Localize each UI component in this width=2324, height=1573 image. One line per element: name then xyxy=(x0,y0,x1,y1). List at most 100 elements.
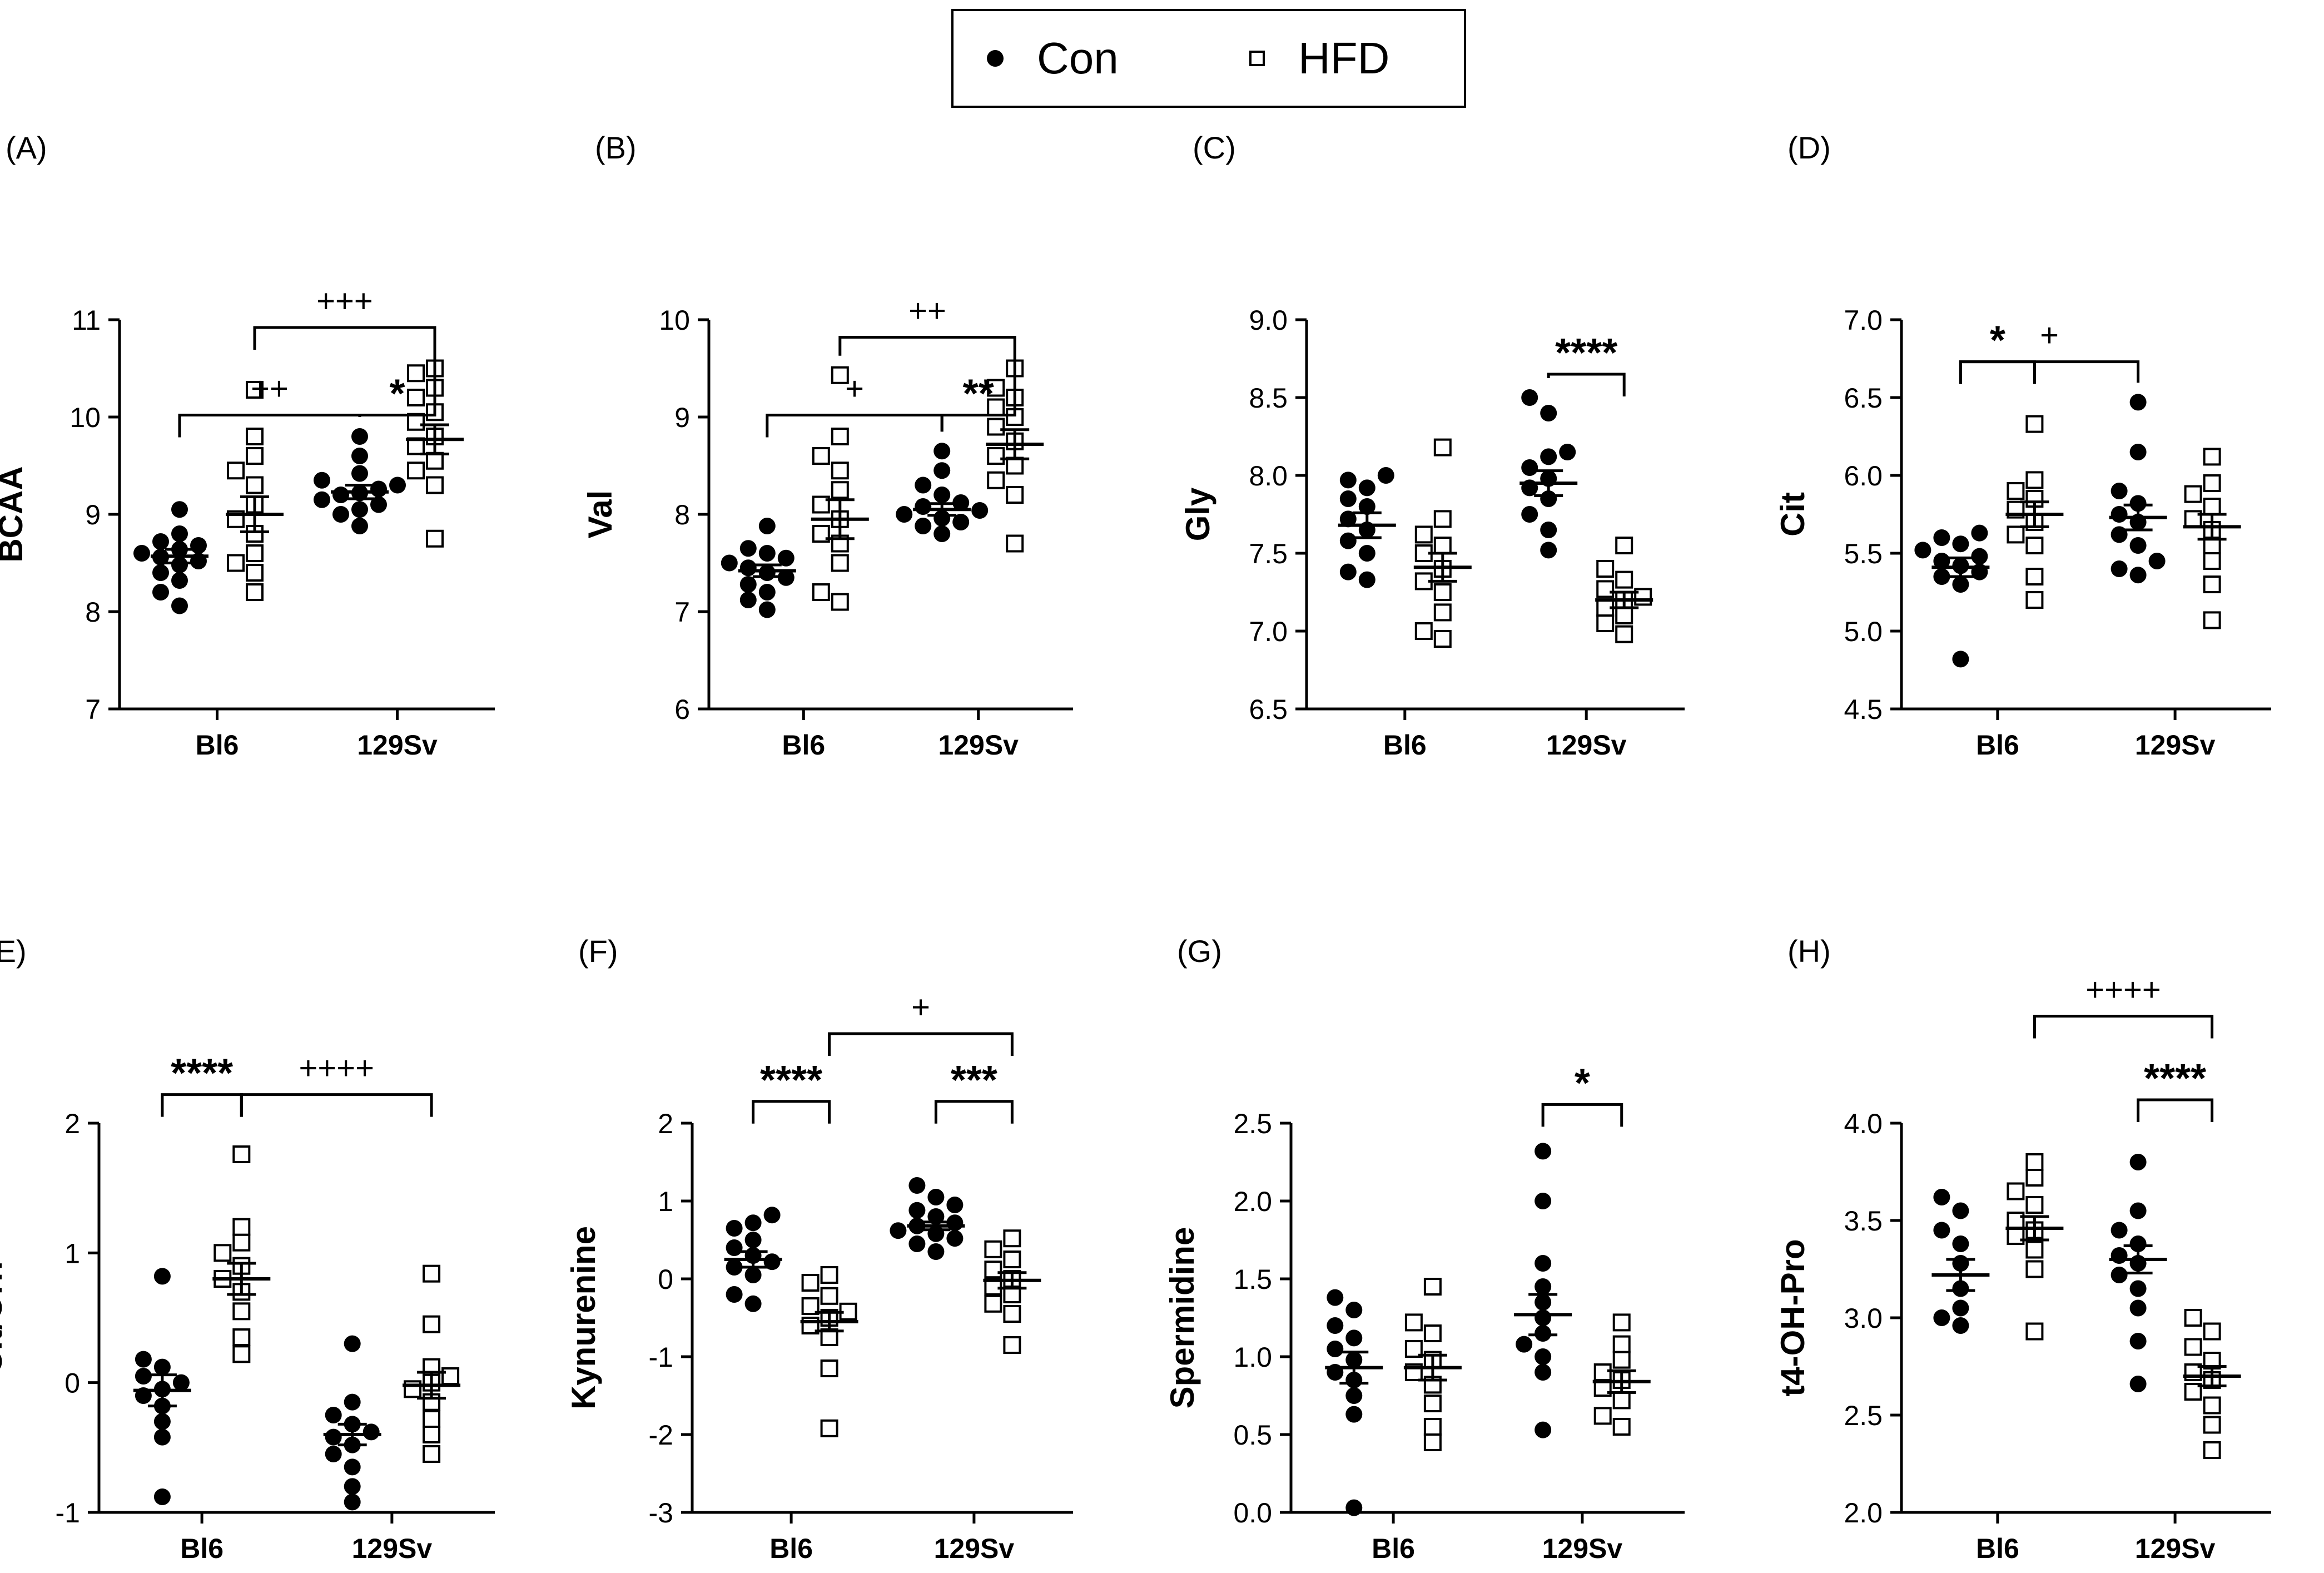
data-point-con xyxy=(2129,1202,2147,1219)
data-point-con xyxy=(726,1286,743,1303)
data-point-hfd xyxy=(213,1244,232,1262)
data-point-con xyxy=(1535,1421,1552,1438)
y-tick-label: 9.0 xyxy=(1249,305,1288,336)
data-point-con xyxy=(370,496,387,513)
data-point-hfd xyxy=(1006,486,1024,504)
significance-bracket xyxy=(838,336,1016,356)
data-point-hfd xyxy=(1596,560,1615,578)
data-point-con xyxy=(1327,1317,1344,1334)
panel-letter: (D) xyxy=(1787,130,1831,165)
data-point-con xyxy=(332,506,349,523)
data-point-con xyxy=(2111,506,2128,523)
data-point-hfd xyxy=(2007,1182,2025,1200)
data-point-con xyxy=(1358,571,1375,588)
x-tick-label: 129Sv xyxy=(1542,1533,1623,1564)
data-point-hfd xyxy=(1423,1418,1442,1436)
significance-bracket xyxy=(253,326,436,350)
data-point-hfd xyxy=(2203,611,2221,629)
data-point-con xyxy=(952,494,970,511)
y-tick-label: 8 xyxy=(674,499,690,530)
data-point-hfd xyxy=(831,462,849,480)
data-point-hfd xyxy=(1433,583,1452,601)
data-point-con xyxy=(1521,459,1538,476)
significance-label: ++ xyxy=(908,293,946,329)
significance-label: **** xyxy=(171,1051,233,1096)
y-tick-label: 8 xyxy=(85,597,101,628)
y-tick-label: 0.0 xyxy=(1233,1497,1272,1529)
data-point-hfd xyxy=(1612,1418,1631,1436)
significance-label: **** xyxy=(2144,1056,2206,1101)
data-point-hfd xyxy=(246,544,264,562)
data-point-hfd xyxy=(423,1315,441,1333)
data-point-con xyxy=(190,537,207,554)
y-tick-label: 8.0 xyxy=(1249,460,1288,492)
data-point-con xyxy=(1952,1202,1969,1219)
data-point-con xyxy=(1339,490,1357,507)
data-point-hfd xyxy=(2184,1309,2202,1327)
data-point-hfd xyxy=(831,481,849,499)
y-tick-label: 7.0 xyxy=(1844,305,1883,336)
data-point-con xyxy=(1345,1302,1363,1318)
data-point-hfd xyxy=(812,525,830,543)
data-point-con xyxy=(721,554,738,572)
x-tick-label: 129Sv xyxy=(938,730,1019,761)
significance-label: ++ xyxy=(251,371,289,407)
data-point-con xyxy=(1952,1235,1969,1252)
data-point-hfd xyxy=(1596,580,1615,598)
y-tick-label: 1 xyxy=(658,1186,673,1217)
legend-label-hfd: HFD xyxy=(1298,33,1390,83)
data-point-con xyxy=(1358,545,1375,562)
data-point-con xyxy=(896,506,913,523)
data-point-con xyxy=(153,1268,171,1285)
data-point-hfd xyxy=(246,428,264,445)
data-point-con xyxy=(744,1295,762,1312)
data-point-con xyxy=(739,559,757,577)
data-point-hfd xyxy=(2203,474,2221,492)
data-point-hfd xyxy=(1593,1407,1612,1425)
data-point-con xyxy=(1933,529,1950,546)
data-point-con xyxy=(325,1446,342,1462)
y-tick-label: 0 xyxy=(658,1264,673,1295)
data-point-con xyxy=(1521,506,1538,523)
data-point-con xyxy=(2129,1280,2147,1297)
data-point-con xyxy=(763,1207,781,1224)
data-point-hfd xyxy=(831,593,849,611)
y-tick-label: 7 xyxy=(85,694,101,725)
data-point-con xyxy=(152,533,169,550)
data-point-hfd xyxy=(1596,614,1615,632)
y-tick-label: -1 xyxy=(649,1342,673,1373)
data-point-hfd xyxy=(232,1345,251,1363)
data-point-con xyxy=(933,525,951,542)
significance-bracket xyxy=(1959,360,2140,384)
data-point-con xyxy=(2111,483,2128,499)
legend-item-con: Con xyxy=(987,11,1119,106)
data-point-con xyxy=(1535,1364,1552,1381)
data-point-con xyxy=(135,1351,152,1368)
y-axis-label: BCAA xyxy=(0,466,29,562)
data-point-hfd xyxy=(831,428,849,445)
data-point-hfd xyxy=(820,1419,838,1437)
panel-5: (E) -1 0 1 2 Bl6 129Sv Cit/Orn **** ++++ xyxy=(0,934,495,1564)
y-tick-label: 1.0 xyxy=(1233,1342,1272,1373)
data-point-con xyxy=(1952,535,1969,553)
data-point-con xyxy=(758,601,776,618)
data-point-hfd xyxy=(820,1359,838,1377)
y-tick-label: 0.5 xyxy=(1233,1420,1272,1451)
y-axis-label: Val xyxy=(582,490,619,539)
panel-letter: (A) xyxy=(6,130,47,165)
data-point-hfd xyxy=(1003,1251,1021,1268)
data-point-con xyxy=(2129,1299,2147,1317)
data-point-con xyxy=(946,1230,964,1247)
data-point-con xyxy=(1345,1406,1363,1423)
panel-letter: (C) xyxy=(1193,130,1236,165)
data-point-hfd xyxy=(1615,607,1633,624)
data-point-con xyxy=(1377,467,1394,484)
data-point-con xyxy=(314,472,330,489)
data-point-con xyxy=(2129,444,2147,460)
significance-bracket xyxy=(2137,1098,2214,1122)
data-point-con xyxy=(1914,542,1931,559)
data-point-con xyxy=(351,465,368,482)
data-point-hfd xyxy=(426,529,444,548)
y-axis-label: Kynurenine xyxy=(565,1226,602,1410)
